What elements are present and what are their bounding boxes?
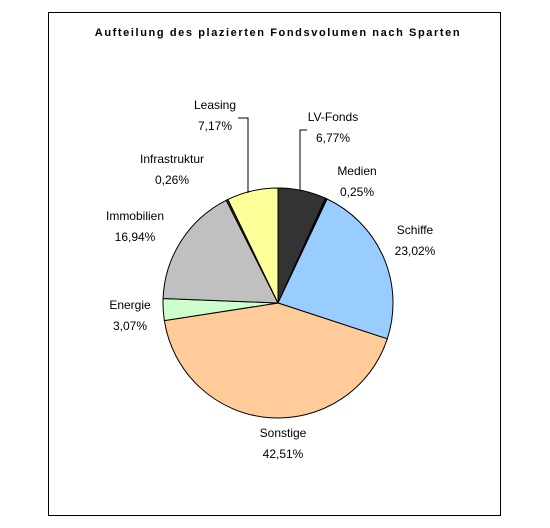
slice-value-label: 6,77%: [316, 131, 350, 145]
leader-line: [238, 117, 249, 193]
slice-label: Infrastruktur: [140, 152, 204, 166]
slice-label: Schiffe: [397, 223, 434, 237]
slice-value-label: 0,26%: [155, 173, 189, 187]
slice-value-label: 23,02%: [395, 244, 436, 258]
slice-label: Immobilien: [106, 209, 164, 223]
pie-slice: [277, 198, 394, 340]
pie-slice: [163, 302, 388, 419]
slice-label: Leasing: [194, 98, 236, 112]
slice-label: LV-Fonds: [308, 110, 358, 124]
chart-title: Aufteilung des plazierten Fondsvolumen n…: [94, 27, 462, 39]
slice-value-label: 16,94%: [115, 230, 156, 244]
slice-value-label: 7,17%: [198, 119, 232, 133]
pie-slice: [162, 199, 279, 304]
slice-label: Energie: [109, 298, 151, 312]
slice-value-label: 0,25%: [340, 185, 374, 199]
pie-slice: [227, 187, 279, 304]
leader-line: [299, 129, 307, 190]
slice-label: Medien: [337, 164, 376, 178]
slice-value-label: 3,07%: [113, 319, 147, 333]
slice-label: Sonstige: [260, 426, 307, 440]
slice-value-label: 42,51%: [263, 447, 304, 461]
